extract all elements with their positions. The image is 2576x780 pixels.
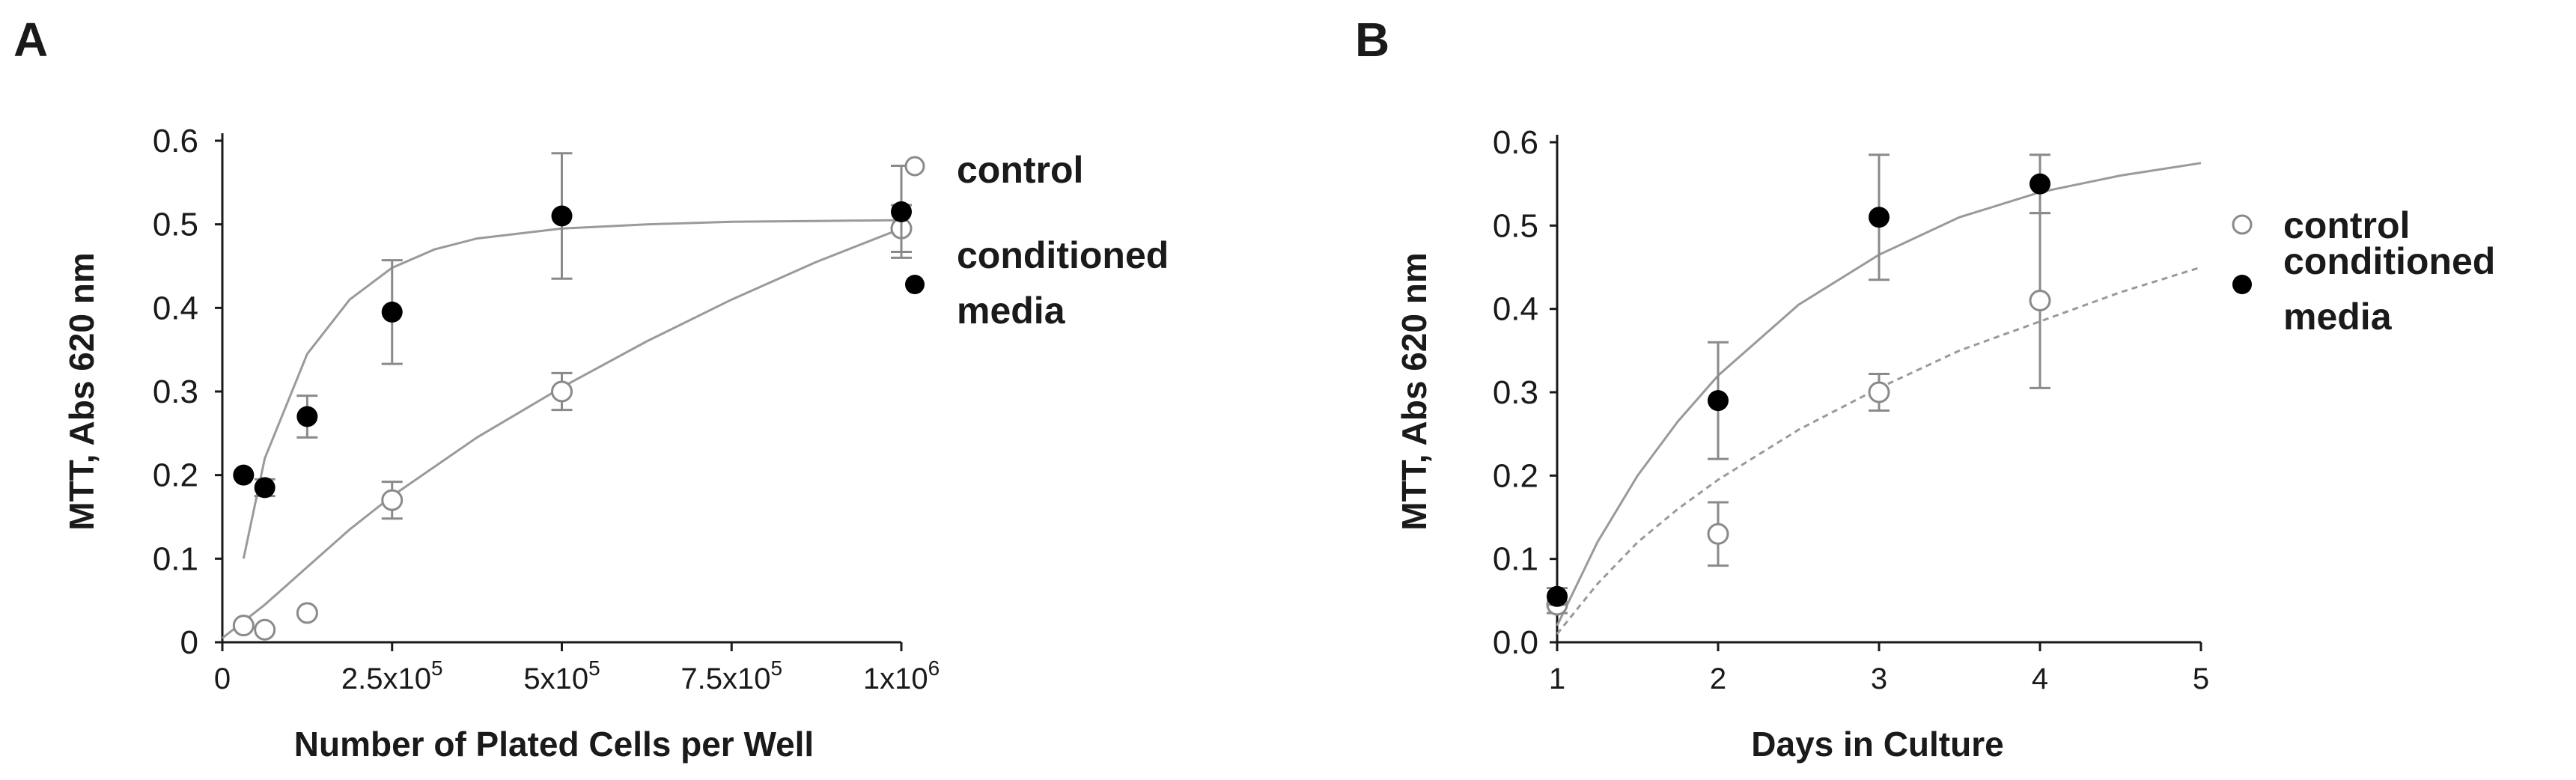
panel-b-point-conditioned-media — [1708, 390, 1729, 412]
panel-b-y-tick-label: 0.5 — [1493, 207, 1538, 244]
panel-b-point-conditioned-media — [1869, 207, 1890, 228]
panel-b-y-tick-label: 0.2 — [1493, 457, 1538, 494]
panel-b-x-tick-label: 3 — [1871, 662, 1887, 695]
panel-a-x-tick-label: 2.5x105 — [341, 656, 443, 695]
panel-b-legend-label-conditioned-media: conditioned — [2283, 240, 2495, 282]
panel-a-point-control — [254, 618, 276, 641]
panel-b-x-tick-label: 5 — [2193, 662, 2209, 695]
panel-a-y-tick-label: 0.2 — [153, 457, 198, 494]
panel-b-legend-label-control: control — [2283, 204, 2410, 246]
panel-b-y-axis-label: MTT, Abs 620 nm — [1395, 252, 1434, 530]
panel-b-y-tick-label: 0.1 — [1493, 541, 1538, 578]
panel-a-chart: A 0 0.1 0.2 0.3 0.4 0.5 0.6 0 2.5x105 5x105 7.5x105… — [13, 13, 1169, 764]
panel-b-point-conditioned-media — [2030, 173, 2050, 195]
panel-a-point-conditioned-media — [891, 201, 912, 222]
panel-a-legend-marker-conditioned-media — [905, 275, 925, 294]
panel-b-legend-label-conditioned-media: media — [2283, 296, 2393, 338]
panel-a-point-control — [551, 380, 573, 403]
panel-b-chart: B 0.0 0.1 0.2 0.3 0.4 0.5 0.6 1 2 3 4 5 Days in Cultu… — [1355, 13, 2495, 764]
panel-a-y-axis-label: MTT, Abs 620 nm — [62, 252, 101, 530]
panel-b-fit-curve-conditioned-media — [1556, 162, 2202, 627]
panel-b-x-tick-label: 2 — [1710, 662, 1726, 695]
panel-a-y-tick-label: 0 — [180, 624, 198, 661]
panel-a-label: A — [13, 13, 48, 67]
panel-a-x-axis-label: Number of Plated Cells per Well — [294, 725, 814, 764]
panel-a-legend-label-conditioned-media: conditioned — [957, 234, 1169, 276]
panel-a-y-tick-label: 0.3 — [153, 374, 198, 410]
panel-b-label: B — [1355, 13, 1389, 67]
panel-b-y-tick-label: 0.6 — [1493, 124, 1538, 161]
panel-a-fit-curve-conditioned-media — [242, 219, 902, 559]
panel-a-legend-label-control: control — [957, 149, 1083, 191]
panel-a-x-tick-label: 1x106 — [863, 656, 940, 695]
panel-a-x-tick-label: 7.5x105 — [680, 656, 782, 695]
panel-b-x-axis-label: Days in Culture — [1751, 725, 2003, 764]
panel-b-y-tick-label: 0.3 — [1493, 374, 1538, 411]
panel-a-point-control — [381, 489, 404, 511]
panel-b-legend-marker-conditioned-media — [2232, 275, 2252, 294]
panel-a-point-conditioned-media — [254, 477, 275, 499]
panel-a-point-control — [232, 615, 255, 637]
panel-b-y-tick-label: 0.0 — [1493, 624, 1538, 661]
panel-a-fit-curve-control — [222, 227, 902, 639]
panel-a-point-control — [296, 602, 318, 624]
panel-a-x-tick-label: 5x105 — [523, 656, 600, 695]
panel-b-point-conditioned-media — [1547, 585, 1568, 607]
panel-a-point-conditioned-media — [233, 464, 255, 486]
panel-a-legend-marker-control — [904, 156, 925, 177]
panel-b-point-control — [1707, 522, 1729, 545]
panel-a-y-tick-label: 0.1 — [153, 540, 198, 577]
panel-a-y-tick-label: 0.4 — [153, 290, 198, 326]
panel-b-point-control — [2029, 290, 2051, 312]
panel-b-legend-marker-control — [2232, 214, 2253, 235]
panel-b-point-control — [1868, 381, 1890, 403]
panel-a-x-tick-label: 0 — [214, 662, 231, 695]
panel-a-point-conditioned-media — [381, 301, 403, 323]
panel-a-y-tick-label: 0.5 — [153, 207, 198, 243]
panel-b-x-tick-label: 4 — [2032, 662, 2048, 695]
panel-b-x-tick-label: 1 — [1549, 662, 1565, 695]
panel-a-point-conditioned-media — [296, 406, 318, 427]
panel-b-y-tick-label: 0.4 — [1493, 291, 1538, 328]
panel-b-fit-curve-control — [1556, 266, 2202, 635]
panel-a-point-conditioned-media — [551, 205, 573, 227]
panel-a-legend-label-conditioned-media: media — [957, 290, 1066, 332]
panel-a-y-tick-label: 0.6 — [153, 123, 198, 159]
